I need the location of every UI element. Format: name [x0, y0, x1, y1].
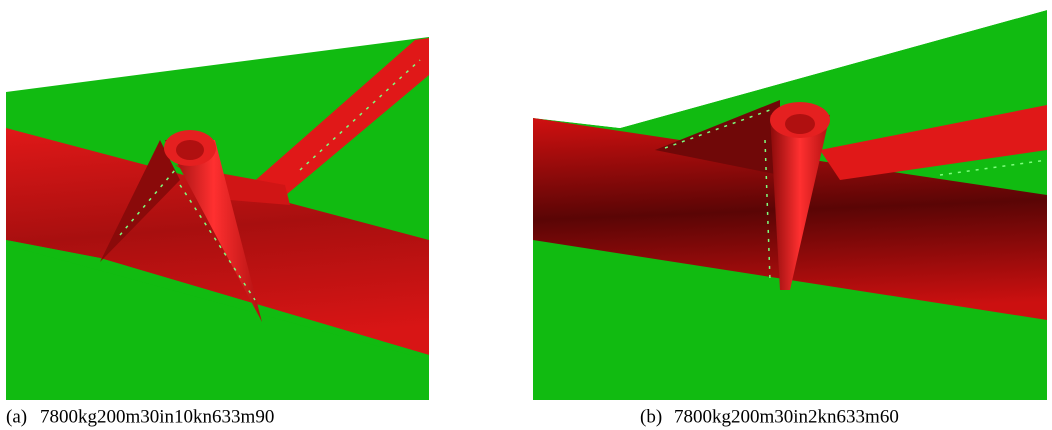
panel-caption: 7800kg200m30in2kn633m60	[674, 406, 899, 427]
panel-caption: 7800kg200m30in10kn633m90	[40, 406, 274, 427]
panel-label: (a)	[6, 406, 27, 427]
panel-label: (b)	[640, 406, 662, 427]
panel-b-image	[533, 10, 1047, 400]
panel-a-image	[6, 37, 429, 400]
figure: (a) 7800kg200m30in10kn633m90 (b) 7800kg2…	[0, 0, 1052, 430]
